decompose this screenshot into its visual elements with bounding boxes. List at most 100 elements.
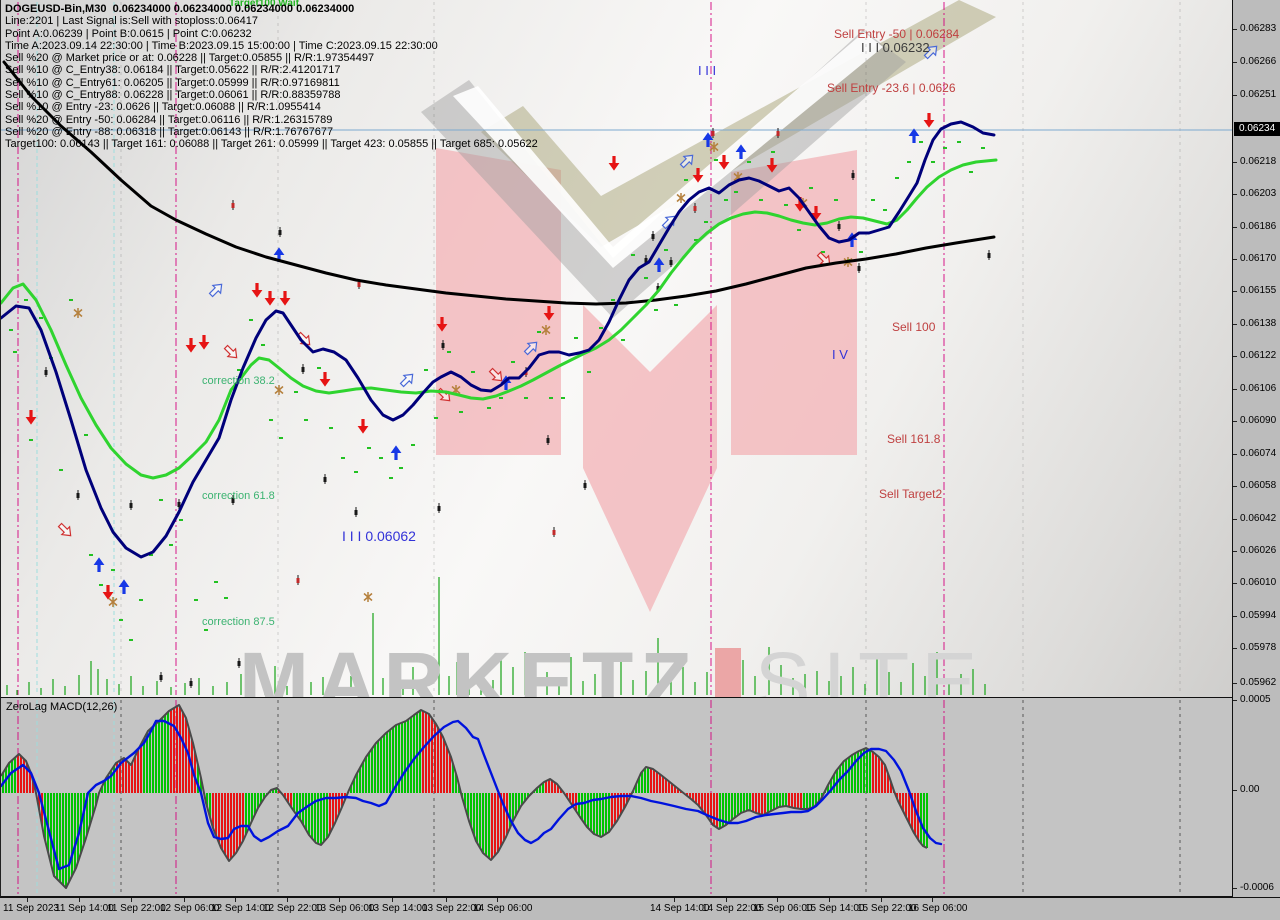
info-line: Sell %10 @ C_Entry38: 0.06184 || Target:… [5, 64, 341, 77]
macd-axis-label: -0.0006 [1240, 882, 1274, 893]
macd-histogram-bar [674, 786, 676, 793]
macd-histogram-bar [914, 793, 916, 835]
macd-histogram-bar [818, 793, 820, 802]
macd-histogram-bar [104, 780, 106, 793]
macd-histogram-bar [560, 789, 562, 793]
main-chart[interactable]: MARKETZ SITE DOGEUSD-Bin,M30 0.06234000 … [0, 0, 1233, 697]
sell-signal-arrow-icon [488, 367, 503, 382]
buy-signal-arrow-icon [399, 373, 414, 388]
macd-canvas[interactable] [1, 698, 1233, 896]
time-axis-label: 11 Sep 14:00 [55, 903, 114, 914]
macd-histogram-bar [71, 793, 73, 876]
signal-dash [294, 391, 298, 393]
time-axis-label: 11 Sep 22:00 [107, 903, 166, 914]
buy-arrow-icon [653, 257, 665, 272]
signal-dash [224, 597, 228, 599]
macd-histogram-bar [665, 779, 667, 793]
macd-histogram-bar [464, 793, 466, 808]
candle-body [357, 282, 361, 287]
star-marker-icon [676, 193, 686, 203]
macd-histogram-bar [425, 712, 427, 793]
macd-histogram-bar [734, 793, 736, 818]
macd-histogram-bar [737, 793, 739, 816]
signal-dash [354, 471, 358, 473]
macd-axis-tick [1233, 700, 1237, 701]
signal-dash [24, 299, 28, 301]
macd-histogram-bar [167, 712, 169, 793]
candle-body [301, 367, 305, 372]
price-axis-label: 0.06266 [1240, 56, 1277, 67]
macd-histogram-bar [383, 735, 385, 793]
macd-histogram-bar [524, 793, 526, 801]
macd-signal-line [1, 719, 943, 871]
signal-dash [434, 417, 438, 419]
slow-ma-black [2, 60, 996, 306]
macd-panel[interactable]: ZeroLag MACD(12,26) [0, 697, 1232, 897]
time-axis-tick [829, 898, 830, 902]
info-line: Sell %20 @ Entry -88: 0.06318 || Target:… [5, 125, 334, 138]
price-axis-label: 0.06186 [1240, 221, 1277, 232]
signal-dash [159, 499, 163, 501]
sell-arrow-icon [810, 206, 822, 221]
macd-histogram-bar [659, 774, 661, 793]
buy-arrow-icon [702, 132, 714, 147]
macd-histogram-bar [119, 760, 121, 793]
macd-histogram-bar [518, 793, 520, 810]
macd-histogram-bar [221, 793, 223, 850]
signal-dash [704, 221, 708, 223]
macd-histogram-bar [404, 721, 406, 793]
macd-histogram-bar [749, 793, 751, 811]
sell-arrow-icon [436, 317, 448, 332]
time-axis-label: 15 Sep 14:00 [805, 903, 865, 914]
macd-histogram-bar [200, 778, 202, 793]
macd-histogram-bar [38, 793, 40, 810]
signal-dash [907, 161, 911, 163]
chart-info-overlay: DOGEUSD-Bin,M30 0.06234000 0.06234000 0.… [5, 3, 538, 151]
macd-histogram-bar [446, 747, 448, 793]
macd-histogram-bar [296, 793, 298, 816]
info-line: Line:2201 | Last Signal is:Sell with sto… [5, 15, 258, 28]
candle-body [231, 498, 235, 503]
time-axis-tick [287, 898, 288, 902]
macd-histogram-bar [863, 748, 865, 793]
macd-histogram-bar [509, 793, 511, 828]
buy-arrow-icon [908, 128, 920, 143]
macd-histogram-bar [371, 748, 373, 793]
signal-dash [694, 239, 698, 241]
macd-histogram-bar [131, 762, 133, 793]
macd-histogram-bar [185, 718, 187, 793]
main-chart-canvas[interactable] [1, 0, 1233, 697]
price-axis-tick [1233, 421, 1237, 422]
macd-histogram-bar [8, 763, 10, 793]
macd-histogram-bar [593, 793, 595, 834]
price-axis-tick [1233, 648, 1237, 649]
macd-histogram-bar [776, 793, 778, 808]
signal-dash [587, 371, 591, 373]
macd-histogram-bar [56, 793, 58, 879]
macd-histogram-bar [758, 793, 760, 814]
wave-price-label-06232: I I I 0.06232 [861, 40, 930, 55]
time-axis[interactable]: 11 Sep 2023 11 Sep 14:00 11 Sep 22:00 12 Se… [0, 897, 1280, 920]
macd-histogram-bar [389, 729, 391, 793]
macd-histogram-bar [407, 719, 409, 793]
sell-arrow-icon [251, 283, 263, 298]
info-line: Target100: 0.06143 || Target 161: 0.0608… [5, 138, 538, 151]
macd-histogram-bar [707, 793, 709, 818]
macd-histogram-bar [611, 793, 613, 828]
price-axis-label: 0.05994 [1240, 610, 1277, 621]
macd-histogram-bar [503, 793, 505, 841]
macd-histogram-bar [614, 793, 616, 824]
macd-axis-tick [1233, 888, 1237, 889]
macd-histogram-bar [53, 793, 55, 876]
candle-body [323, 477, 327, 482]
macd-histogram-bar [248, 793, 250, 828]
macd-histogram-bar [923, 793, 925, 847]
price-axis-label: 0.06010 [1240, 577, 1277, 588]
time-axis-tick [79, 898, 80, 902]
sell-target2-label: Sell Target2 [879, 487, 943, 501]
macd-histogram-bar [227, 793, 229, 860]
macd-histogram-bar [497, 793, 499, 852]
sell-arrow-icon [357, 419, 369, 434]
time-axis-tick [881, 898, 882, 902]
price-axis[interactable]: 0.06234 0.06283 0.06266 0.06251 0.06218 0.06… [1232, 0, 1280, 899]
